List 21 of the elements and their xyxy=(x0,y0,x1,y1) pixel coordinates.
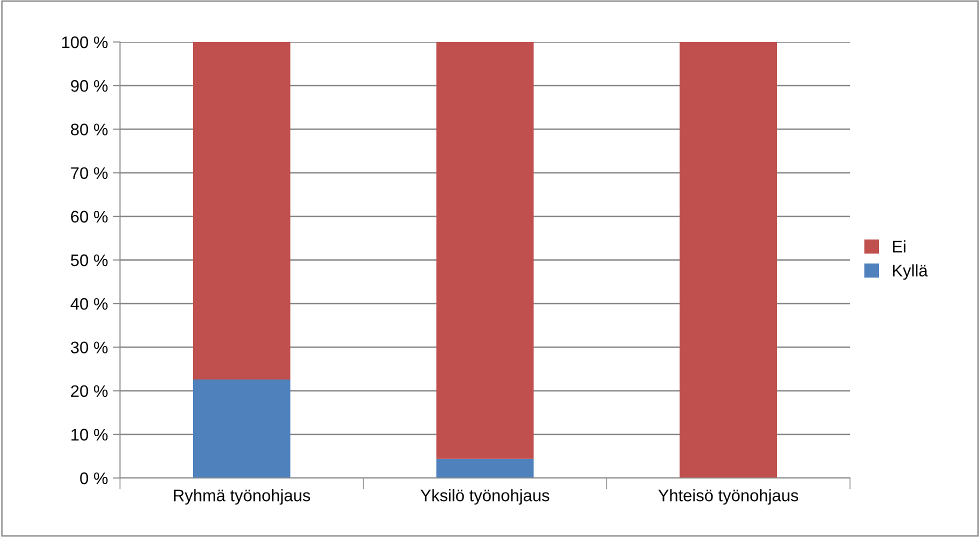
legend-label: Ei xyxy=(893,240,906,252)
y-tick-label: 30 % xyxy=(70,342,108,354)
y-tick-label: 60 % xyxy=(71,210,108,223)
bar xyxy=(193,42,290,380)
y-tick-label: 40 % xyxy=(70,298,108,310)
y-tick-label: 80 % xyxy=(70,124,108,136)
bar xyxy=(436,42,534,459)
x-tick-label: Ryhmä työnohjaus xyxy=(174,489,310,505)
bar xyxy=(193,379,290,478)
y-tick-label: 20 % xyxy=(71,385,108,398)
x-tick-label: Yhteisö työnohjaus xyxy=(658,489,798,505)
y-tick-label: 90 % xyxy=(70,80,108,92)
y-tick-label: 100 % xyxy=(62,36,108,48)
bar xyxy=(436,458,534,478)
y-tick-label: 50 % xyxy=(70,254,108,266)
x-tick-label: Yksilö työnohjaus xyxy=(420,489,550,505)
y-tick-label: 70 % xyxy=(71,167,108,180)
bar xyxy=(680,42,777,478)
y-tick-label: 10 % xyxy=(71,428,108,441)
legend-label: Kyllä xyxy=(893,264,928,280)
y-tick-label: 0 % xyxy=(80,472,108,484)
